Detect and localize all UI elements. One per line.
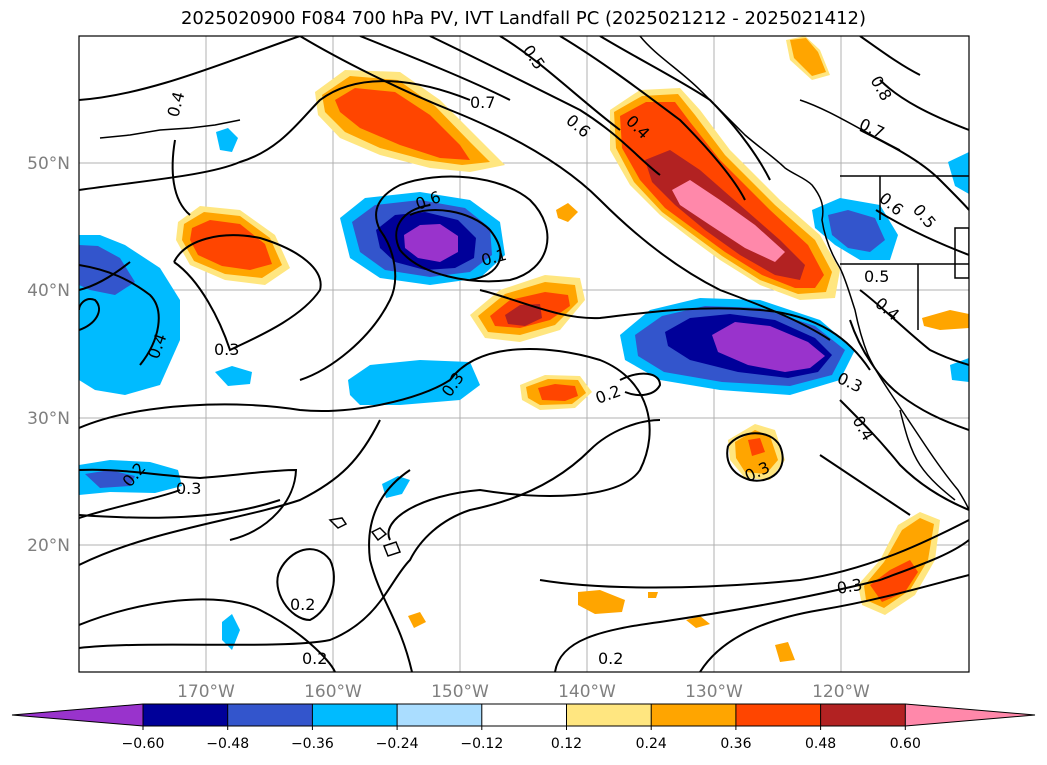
colorbar: −0.60 −0.48 −0.36 −0.24 −0.12 0.12 0.24 0.36 0.4… xyxy=(11,703,1036,752)
colorbar-segment xyxy=(397,704,482,726)
lat-label: 50°N xyxy=(27,154,70,174)
map-area: 0.4 0.7 0.5 0.6 0.4 0.8 0.7 0.6 0.5 0.6 … xyxy=(78,35,970,673)
contour-label: 0.3 xyxy=(835,575,863,598)
contour-label: 0.5 xyxy=(864,267,889,286)
lon-label: 160°W xyxy=(304,682,362,702)
lon-label: 130°W xyxy=(685,682,743,702)
contour-label: 0.3 xyxy=(176,479,201,498)
coastlines xyxy=(99,36,969,557)
colorbar-tick-label: 0.36 xyxy=(720,736,751,752)
colorbar-segment xyxy=(820,704,906,726)
lon-label: 150°W xyxy=(431,682,489,702)
lon-label: 140°W xyxy=(558,682,616,702)
contour-label: 0.2 xyxy=(302,649,327,668)
contour-label: 0.3 xyxy=(214,340,239,359)
lon-label: 120°W xyxy=(812,682,870,702)
colorbar-extend-max xyxy=(905,704,1035,726)
contour-label: 0.2 xyxy=(598,649,623,668)
contour-label: 0.7 xyxy=(470,93,495,112)
colorbar-segment xyxy=(143,704,228,726)
lat-label: 20°N xyxy=(27,536,70,556)
map-title: 2025020900 F084 700 hPa PV, IVT Landfall… xyxy=(180,8,867,29)
colorbar-tick-label: 0.48 xyxy=(805,736,836,752)
lon-label: 170°W xyxy=(177,682,235,702)
colorbar-segment xyxy=(481,704,567,726)
longitude-labels: 170°W 160°W 150°W 140°W 130°W 120°W xyxy=(177,682,870,702)
lat-label: 40°N xyxy=(27,281,70,301)
colorbar-tick-label: −0.36 xyxy=(291,736,334,752)
colorbar-tick-label: −0.60 xyxy=(122,736,165,752)
colorbar-segment xyxy=(227,704,313,726)
map-frame xyxy=(78,35,970,673)
contour-label: 0.2 xyxy=(290,595,315,614)
colorbar-segment xyxy=(735,704,821,726)
colorbar-tick-label: 0.24 xyxy=(636,736,667,752)
colorbar-tick-label: 0.60 xyxy=(890,736,921,752)
lat-label: 30°N xyxy=(27,409,70,429)
colorbar-tick-label: −0.48 xyxy=(206,736,249,752)
ivt-contours xyxy=(79,36,969,672)
pv-positive-anomalies xyxy=(176,36,969,662)
colorbar-tick-label: −0.24 xyxy=(376,736,419,752)
colorbar-tick-label: 0.12 xyxy=(551,736,582,752)
colorbar-segment xyxy=(312,704,398,726)
colorbar-tick-label: −0.12 xyxy=(460,736,503,752)
colorbar-segment xyxy=(651,704,736,726)
colorbar-extend-min xyxy=(12,704,143,726)
colorbar-segment xyxy=(566,704,652,726)
latitude-labels: 50°N 40°N 30°N 20°N xyxy=(27,154,70,556)
